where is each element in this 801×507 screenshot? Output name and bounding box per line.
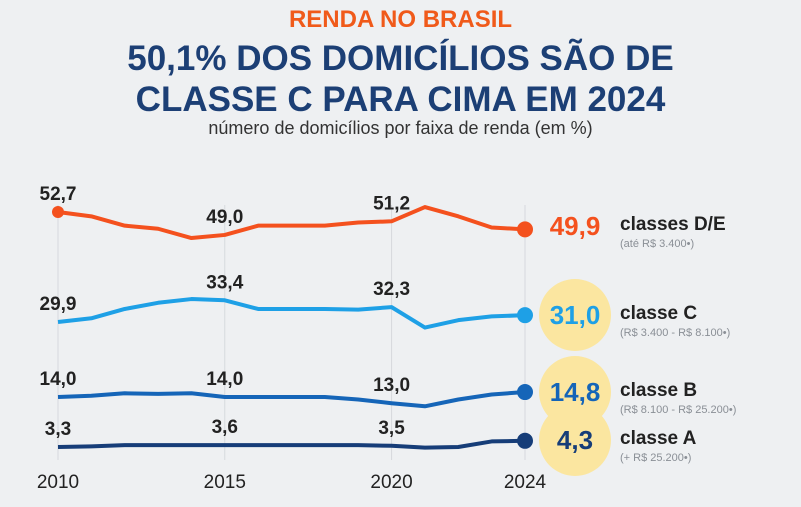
x-tick-label: 2024 — [504, 472, 547, 493]
point-label: 14,0 — [40, 369, 77, 390]
data-point — [517, 221, 533, 238]
x-tick-label: 2015 — [204, 472, 246, 493]
final-value-label: 4,3 — [557, 425, 593, 455]
page-title: 50,1% DOS DOMICÍLIOS SÃO DE CLASSE C PAR… — [0, 38, 801, 120]
series-line — [57, 297, 526, 330]
legend-label: classes D/E — [620, 214, 726, 235]
point-label: 49,0 — [206, 207, 243, 228]
title-line-1: 50,1% DOS DOMICÍLIOS SÃO DE — [127, 39, 674, 78]
series-line — [57, 438, 526, 450]
data-point — [517, 432, 533, 449]
highlight-circle — [539, 279, 611, 351]
kicker: RENDA NO BRASIL — [288, 6, 513, 33]
point-label: 32,3 — [373, 279, 410, 300]
legend-range: (R$ 8.100 - R$ 25.200•) — [620, 404, 736, 416]
point-label: 33,4 — [206, 272, 243, 293]
point-label: 52,7 — [40, 184, 77, 205]
final-value-label: 49,9 — [550, 211, 601, 241]
point-label: 14,0 — [206, 369, 243, 390]
point-label: 13,0 — [373, 375, 410, 396]
data-point — [517, 384, 533, 401]
point-label: 29,9 — [40, 294, 77, 315]
legend-range: (+ R$ 25.200•) — [620, 452, 691, 464]
title-line-2: CLASSE C PARA CIMA EM 2024 — [135, 80, 666, 119]
legend-label: classe B — [620, 380, 697, 401]
legend-label: classe A — [620, 428, 697, 449]
series-line — [57, 390, 526, 409]
series-line — [57, 205, 526, 241]
final-value-label: 14,8 — [550, 377, 601, 407]
legend-label: classe C — [620, 303, 697, 324]
point-label: 3,6 — [212, 417, 238, 438]
x-tick-label: 2010 — [37, 472, 79, 493]
subtitle: número de domicílios por faixa de renda … — [208, 118, 593, 138]
highlight-circle — [539, 404, 611, 476]
point-label: 51,2 — [373, 193, 410, 214]
point-label: 3,5 — [378, 418, 405, 439]
x-tick-label: 2020 — [370, 472, 412, 493]
legend-range: (até R$ 3.400•) — [620, 238, 694, 250]
legend-range: (R$ 3.400 - R$ 8.100•) — [620, 327, 730, 339]
final-value-label: 31,0 — [550, 300, 601, 330]
data-point — [52, 206, 64, 218]
point-label: 3,3 — [45, 419, 71, 440]
data-point — [517, 307, 533, 324]
